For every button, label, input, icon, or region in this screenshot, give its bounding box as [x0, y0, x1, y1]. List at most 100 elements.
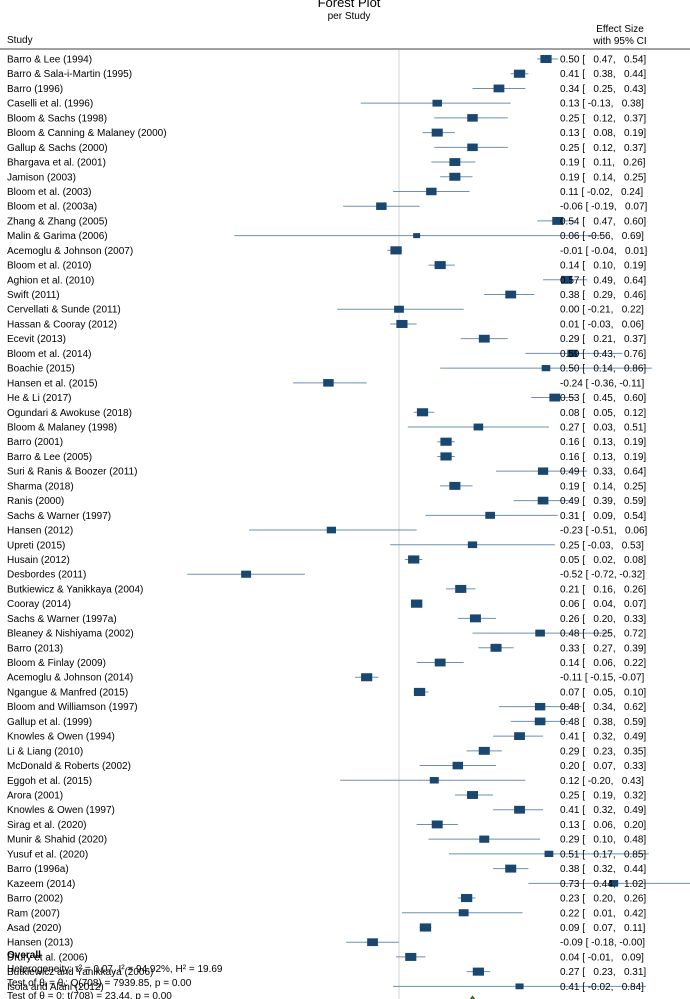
- effect-ci-value: 0.50 [ 0.14, 0.86]: [560, 364, 646, 375]
- effect-marker: [449, 158, 461, 166]
- study-row: Drury et al. (2006) 0.04 [ -0.01, 0.09]: [7, 952, 644, 963]
- effect-marker: [513, 69, 526, 78]
- study-name: Barro (2013): [7, 643, 63, 654]
- effect-marker: [431, 128, 443, 137]
- study-row: Ranis (2000) 0.49 [ 0.39, 0.59]: [7, 496, 646, 507]
- study-row: Acemoglu & Johnson (2014) -0.11 [ -0.15, …: [7, 673, 645, 684]
- study-name: Yusuf et al. (2020): [7, 849, 88, 860]
- study-row: Boachie (2015) 0.50 [ 0.14, 0.86]: [7, 364, 652, 375]
- study-row: Sirag et al. (2020) 0.13 [ 0.06, 0.20]: [7, 820, 646, 831]
- study-row: Aghion et al. (2010) 0.57 [ 0.49, 0.64]: [7, 275, 646, 286]
- effect-size-header: Effect Size: [596, 24, 644, 35]
- study-row: Yusuf et al. (2020) 0.51 [ 0.17, 0.85]: [7, 849, 649, 860]
- study-row: Jamison (2003) 0.19 [ 0.14, 0.25]: [7, 172, 646, 183]
- study-row: Li & Liang (2010) 0.29 [ 0.23, 0.35]: [7, 746, 646, 757]
- study-name: Acemoglu & Johnson (2007): [7, 246, 133, 257]
- study-row: McDonald & Roberts (2002) 0.20 [ 0.07, 0.…: [7, 761, 646, 772]
- effect-ci-value: 0.06 [ 0.04, 0.07]: [560, 599, 646, 610]
- study-row: Bloom & Malaney (1998) 0.27 [ 0.03, 0.51]: [7, 423, 646, 434]
- study-row: Desbordes (2011) -0.52 [ -0.72, -0.32]: [7, 570, 645, 581]
- effect-ci-value: 0.57 [ 0.49, 0.64]: [560, 275, 646, 286]
- study-name: Barro (2002): [7, 894, 63, 905]
- study-row: Bloom et al. (2003) 0.11 [ -0.02, 0.24]: [7, 187, 643, 198]
- study-row: Sachs & Warner (1997a) 0.26 [ 0.20, 0.33]: [7, 614, 646, 625]
- study-name: Li & Liang (2010): [7, 746, 83, 757]
- effect-ci-value: 0.16 [ 0.13, 0.19]: [560, 452, 646, 463]
- study-name: Sachs & Warner (1997a): [7, 614, 117, 625]
- effect-marker: [416, 408, 429, 417]
- effect-ci-value: 0.14 [ 0.10, 0.19]: [560, 261, 646, 272]
- effect-marker: [426, 187, 437, 196]
- effect-marker: [490, 643, 502, 652]
- study-row: Knowles & Owen (1994) 0.41 [ 0.32, 0.49]: [7, 732, 646, 743]
- study-name: Bloom et al. (2014): [7, 349, 92, 360]
- study-name: Malin & Garima (2006): [7, 231, 108, 242]
- study-row: Barro & Lee (2005) 0.16 [ 0.13, 0.19]: [7, 452, 646, 463]
- effect-ci-value: 0.19 [ 0.14, 0.25]: [560, 481, 646, 492]
- effect-marker: [408, 555, 420, 564]
- study-row: Isola and Alani (2012) 0.41 [ -0.02, 0.84…: [7, 982, 646, 993]
- effect-ci-value: 0.73 [ 0.44, 1.02]: [560, 879, 646, 890]
- effect-marker: [449, 172, 461, 181]
- effect-marker: [534, 717, 546, 726]
- effect-ci-value: -0.06 [ -0.19, 0.07]: [560, 202, 648, 213]
- study-row: Arora (2001) 0.25 [ 0.19, 0.32]: [7, 791, 646, 802]
- study-name: Bhargava et al. (2001): [7, 158, 106, 169]
- study-row: Bloom & Sachs (1998) 0.25 [ 0.12, 0.37]: [7, 113, 646, 124]
- study-row: Bloom & Canning & Malaney (2000) 0.13 [ 0…: [7, 128, 646, 139]
- effect-ci-value: 0.25 [ 0.19, 0.32]: [560, 791, 646, 802]
- study-row: Butkiewicz and Yanikkaya (2006) 0.27 [ 0.…: [7, 967, 646, 978]
- study-name: Upreti (2015): [7, 540, 65, 551]
- effect-marker: [467, 541, 478, 549]
- effect-ci-value: 0.54 [ 0.47, 0.60]: [560, 216, 646, 227]
- study-row: Upreti (2015) 0.25 [ -0.03, 0.53]: [7, 540, 644, 551]
- effect-ci-value: 0.31 [ 0.09, 0.54]: [560, 511, 646, 522]
- effect-ci-value: 0.27 [ 0.03, 0.51]: [560, 423, 646, 434]
- study-name: Gallup & Sachs (2000): [7, 143, 108, 154]
- study-name: Zhang & Zhang (2005): [7, 216, 108, 227]
- effect-marker: [405, 952, 417, 961]
- effect-ci-value: 0.49 [ 0.33, 0.64]: [560, 467, 646, 478]
- effect-ci-value: 0.38 [ 0.29, 0.46]: [560, 290, 646, 301]
- study-row: Bloom & Finlay (2009) 0.14 [ 0.06, 0.22]: [7, 658, 646, 669]
- effect-marker: [241, 570, 252, 578]
- overall-label: Overall: [7, 950, 41, 961]
- effect-ci-value: 0.25 [ -0.03, 0.53]: [560, 540, 644, 551]
- study-row: Knowles & Owen (1997) 0.41 [ 0.32, 0.49]: [7, 805, 646, 816]
- chart-subtitle: per Study: [328, 11, 371, 22]
- effect-ci-value: 0.16 [ 0.13, 0.19]: [560, 437, 646, 448]
- effect-marker: [514, 805, 525, 814]
- study-name: Sachs & Warner (1997): [7, 511, 111, 522]
- study-row: Butkiewicz & Yanikkaya (2004) 0.21 [ 0.16…: [7, 584, 646, 595]
- effect-ci-value: 0.41 [ 0.32, 0.49]: [560, 732, 646, 743]
- study-row: Barro & Lee (1994) 0.50 [ 0.47, 0.54]: [7, 55, 646, 66]
- study-row: Barro (2002) 0.23 [ 0.20, 0.26]: [7, 894, 646, 905]
- effect-marker: [473, 423, 484, 431]
- study-name: Barro (1996a): [7, 864, 69, 875]
- study-row: Husain (2012) 0.05 [ 0.02, 0.08]: [7, 555, 646, 566]
- effect-ci-value: 0.53 [ 0.45, 0.60]: [560, 393, 646, 404]
- effect-marker: [455, 584, 467, 593]
- effect-ci-value: 0.11 [ -0.02, 0.24]: [560, 187, 643, 198]
- study-name: Bloom & Sachs (1998): [7, 113, 107, 124]
- effect-marker: [434, 261, 446, 270]
- study-row: Suri & Ranis & Boozer (2011) 0.49 [ 0.33,…: [7, 467, 646, 478]
- study-row: Ngangue & Manfred (2015) 0.07 [ 0.05, 0.1…: [7, 687, 646, 698]
- study-row: Asad (2020) 0.09 [ 0.07, 0.11]: [7, 923, 646, 934]
- effect-ci-value: 0.20 [ 0.07, 0.33]: [560, 761, 646, 772]
- study-row: He & Li (2017) 0.53 [ 0.45, 0.60]: [7, 393, 646, 404]
- study-row: Bloom et al. (2003a) -0.06 [ -0.19, 0.07]: [7, 202, 648, 213]
- effect-marker: [478, 746, 490, 755]
- effect-marker: [413, 233, 421, 239]
- effect-ci-value: 0.26 [ 0.20, 0.33]: [560, 614, 646, 625]
- effect-marker: [432, 99, 442, 107]
- heterogeneity-stats: Heterogeneity: τ² = 0.07, I² = 94.92%, H…: [7, 964, 223, 975]
- study-name: Knowles & Owen (1997): [7, 805, 115, 816]
- effect-marker: [467, 143, 478, 152]
- effect-ci-value: 0.49 [ 0.39, 0.59]: [560, 496, 646, 507]
- study-row: Ogundari & Awokuse (2018) 0.08 [ 0.05, 0.…: [7, 408, 646, 419]
- effect-ci-value: 0.29 [ 0.10, 0.48]: [560, 835, 646, 846]
- study-row: Cooray (2014) 0.06 [ 0.04, 0.07]: [7, 599, 646, 610]
- effect-marker: [549, 393, 561, 402]
- study-name: Sharma (2018): [7, 481, 74, 492]
